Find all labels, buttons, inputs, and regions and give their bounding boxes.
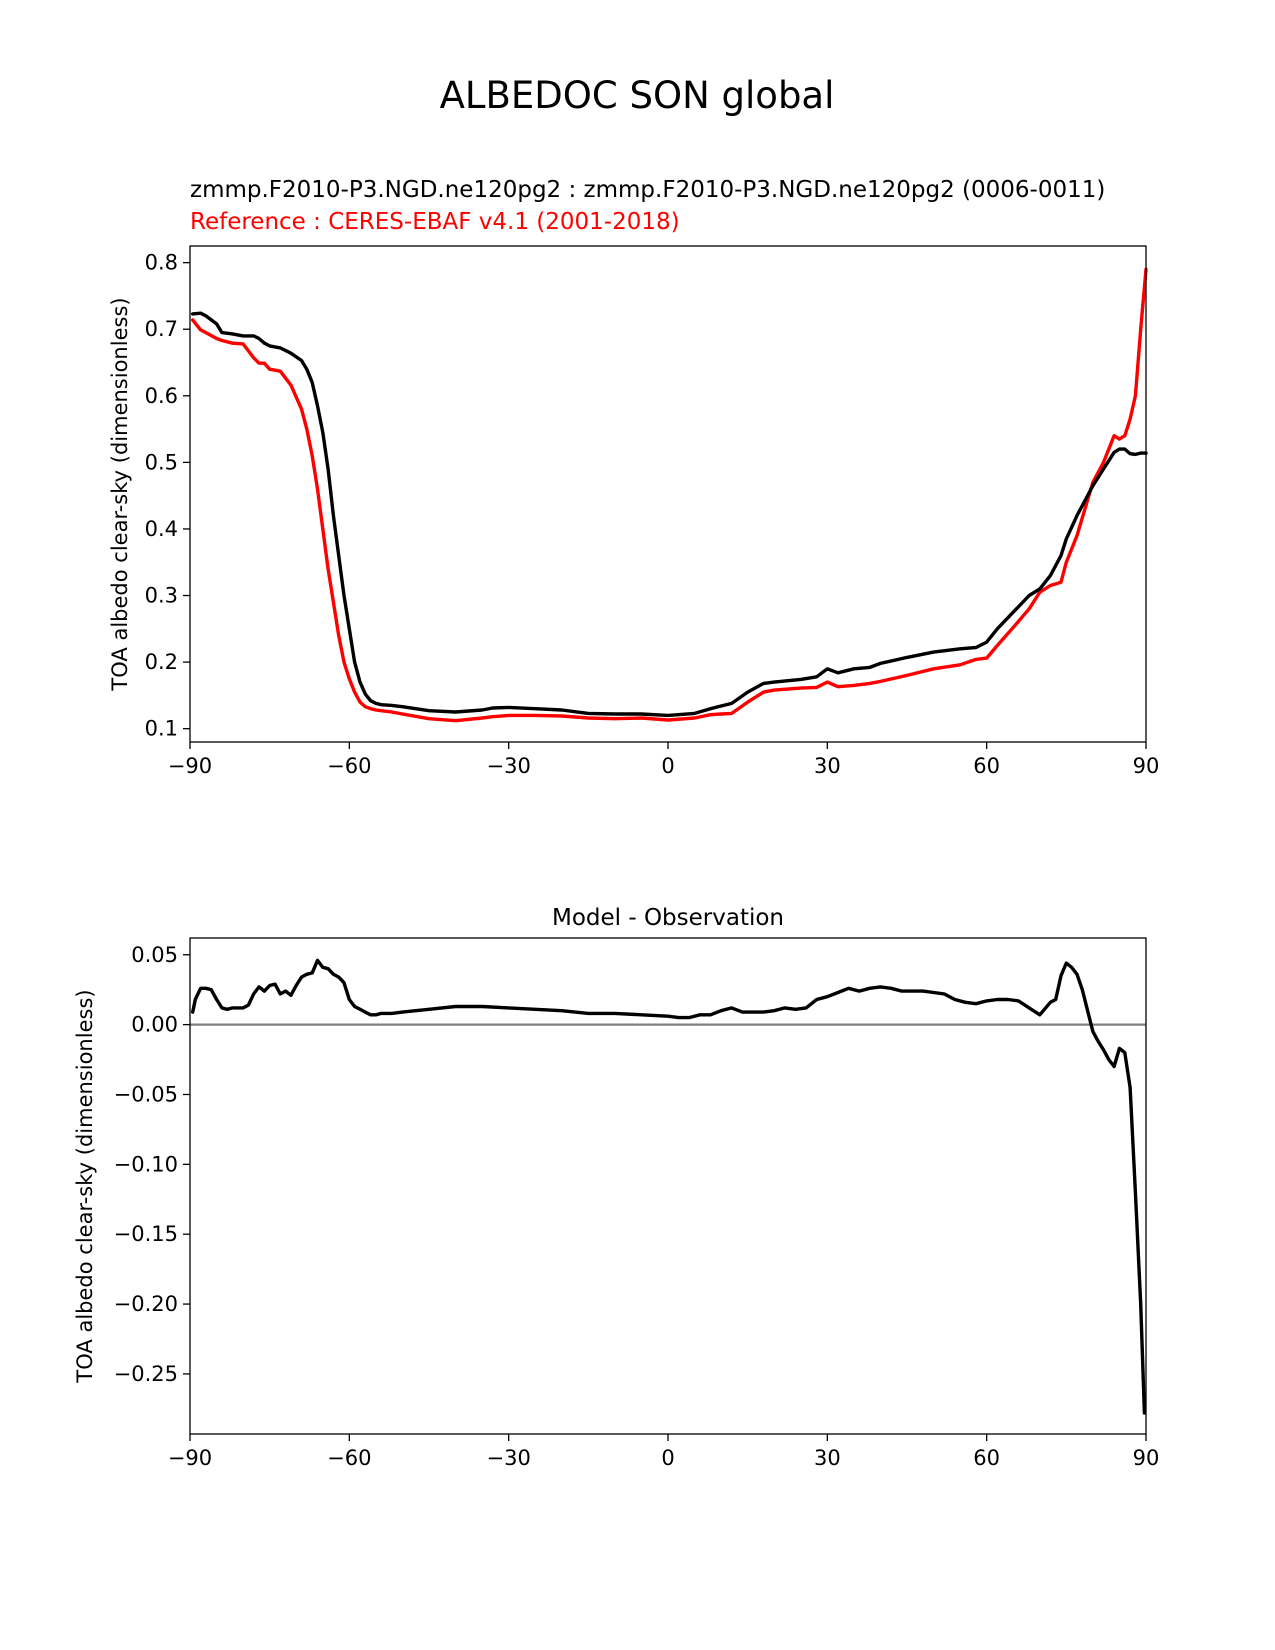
bottom-ytick-label: −0.20 [114, 1292, 178, 1316]
bottom-ytick-label: 0.00 [131, 1013, 178, 1037]
top-ytick-label: 0.6 [145, 384, 178, 408]
top-xtick-label: 60 [973, 754, 1000, 778]
top-ytick-label: 0.3 [145, 584, 178, 608]
top-xtick-label: 90 [1133, 754, 1160, 778]
top-panel-title: zmmp.F2010-P3.NGD.ne120pg2 : zmmp.F2010-… [190, 177, 1105, 203]
top-panel-reference-subtitle: Reference : CERES-EBAF v4.1 (2001-2018) [190, 209, 680, 235]
bottom-panel-title: Model - Observation [552, 905, 784, 931]
bottom-panel-series [190, 958, 1147, 1415]
top-series-line-model [190, 311, 1148, 718]
bottom-xtick-label: 30 [814, 1446, 841, 1470]
bottom-panel: Model - Observation 0.05 0.00 −0.05 −0.10 −0… [73, 905, 1159, 1470]
top-series-line-reference [190, 267, 1148, 723]
top-ytick-label: 0.4 [145, 517, 178, 541]
bottom-panel-xticks: −90 −60 −30 0 30 60 90 [168, 1434, 1160, 1470]
bottom-xtick-label: −30 [487, 1446, 531, 1470]
bottom-xtick-label: 60 [973, 1446, 1000, 1470]
top-xtick-label: −30 [487, 754, 531, 778]
top-xtick-label: −90 [168, 754, 212, 778]
top-ytick-label: 0.7 [145, 317, 178, 341]
top-panel-series [190, 267, 1148, 723]
bottom-xtick-label: 90 [1133, 1446, 1160, 1470]
bottom-panel-frame [189, 937, 1147, 1435]
top-xtick-label: 30 [814, 754, 841, 778]
bottom-xtick-label: −60 [327, 1446, 371, 1470]
bottom-series-line-model [190, 958, 1147, 1415]
top-panel-xticks: −90 −60 −30 0 30 60 90 [168, 742, 1160, 778]
top-xtick-label: 0 [661, 754, 674, 778]
top-ytick-label: 0.8 [145, 251, 178, 275]
bottom-panel-yticks: 0.05 0.00 −0.05 −0.10 −0.15 −0.20 −0.25 [114, 943, 190, 1386]
top-ytick-label: 0.5 [145, 450, 178, 474]
bottom-ytick-label: −0.25 [114, 1362, 178, 1386]
bottom-ytick-label: 0.05 [131, 943, 178, 967]
top-panel-frame [189, 245, 1147, 743]
top-panel-yticks: 0.1 0.2 0.3 0.4 0.5 0.6 0.7 0.8 [145, 251, 190, 741]
bottom-panel-ylabel: TOA albedo clear-sky (dimensionless) [73, 989, 97, 1383]
top-ytick-label: 0.1 [145, 717, 178, 741]
top-panel: zmmp.F2010-P3.NGD.ne120pg2 : zmmp.F2010-… [108, 177, 1159, 778]
bottom-ytick-label: −0.10 [114, 1152, 178, 1176]
bottom-ytick-label: −0.15 [114, 1222, 178, 1246]
figure-suptitle: ALBEDOC SON global [440, 74, 835, 117]
top-ytick-label: 0.2 [145, 650, 178, 674]
top-xtick-label: −60 [327, 754, 371, 778]
bottom-xtick-label: 0 [661, 1446, 674, 1470]
top-panel-ylabel: TOA albedo clear-sky (dimensionless) [108, 297, 132, 691]
bottom-ytick-label: −0.05 [114, 1082, 178, 1106]
bottom-xtick-label: −90 [168, 1446, 212, 1470]
